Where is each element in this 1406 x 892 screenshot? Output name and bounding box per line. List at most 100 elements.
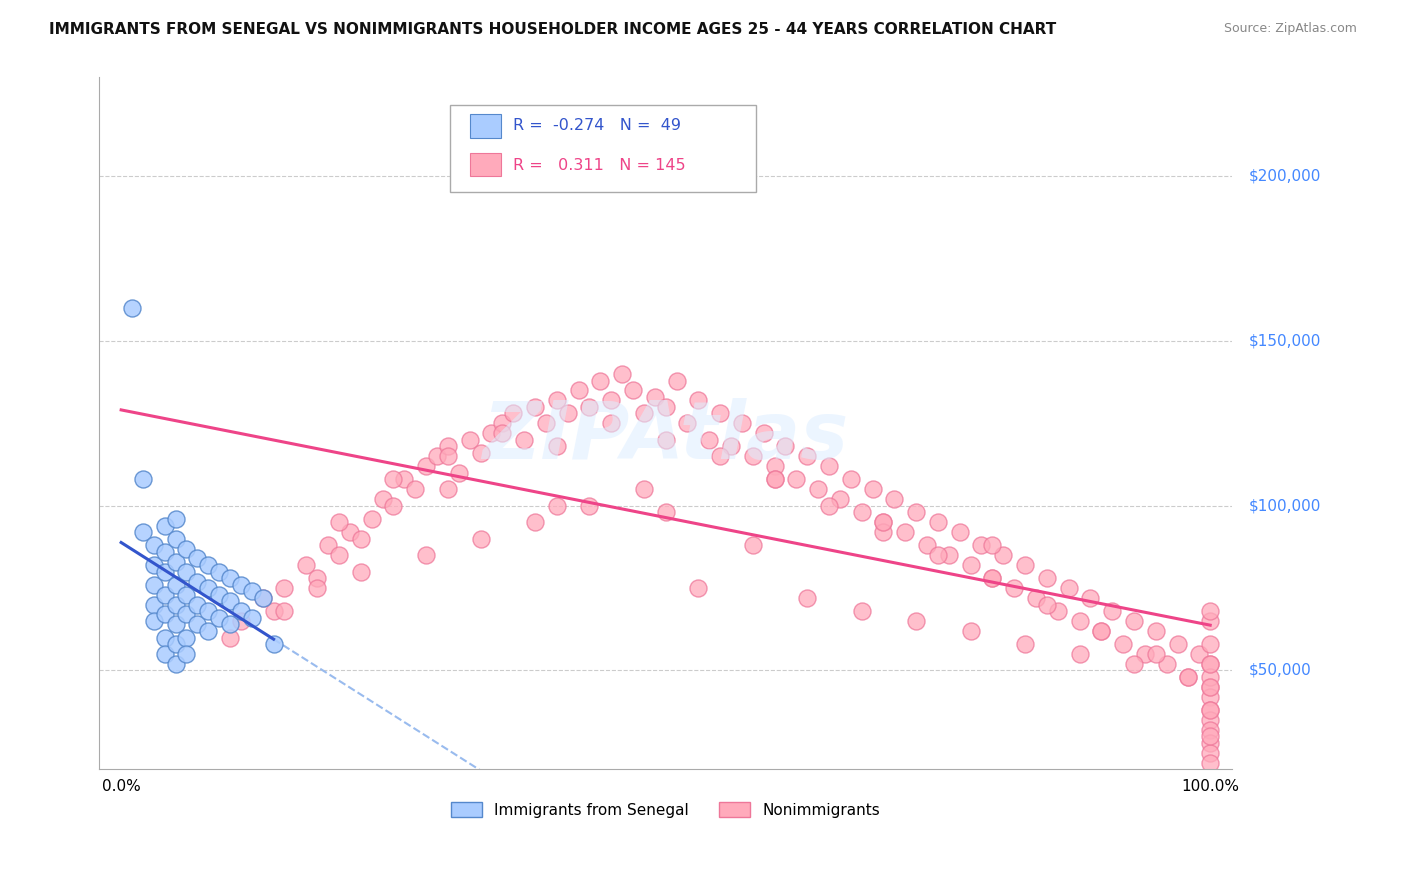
Point [1199, 730, 1222, 744]
Point [153, 565, 176, 579]
Point [1199, 637, 1222, 651]
Point [828, 492, 851, 507]
Point [676, 417, 699, 431]
Point [470, 532, 492, 546]
Point [1123, 657, 1146, 671]
Point [600, 417, 623, 431]
Point [981, 538, 1004, 552]
Point [1199, 723, 1222, 737]
Point [557, 407, 579, 421]
Point [1090, 624, 1112, 638]
Point [872, 515, 894, 529]
Point [165, 532, 187, 546]
Point [709, 407, 731, 421]
Point [1199, 703, 1222, 717]
Text: ZIPAtlas: ZIPAtlas [482, 398, 849, 476]
Point [360, 512, 382, 526]
Point [153, 607, 176, 622]
Text: IMMIGRANTS FROM SENEGAL VS NONIMMIGRANTS HOUSEHOLDER INCOME AGES 25 - 44 YEARS C: IMMIGRANTS FROM SENEGAL VS NONIMMIGRANTS… [49, 22, 1056, 37]
Point [796, 450, 818, 464]
Point [1199, 680, 1222, 694]
Point [654, 433, 676, 447]
Point [142, 538, 165, 552]
Point [273, 581, 295, 595]
Point [153, 518, 176, 533]
Point [949, 525, 972, 540]
Text: R =   0.311   N = 145: R = 0.311 N = 145 [513, 158, 685, 173]
Point [688, 581, 710, 595]
Point [165, 598, 187, 612]
Point [1133, 647, 1156, 661]
Text: $150,000: $150,000 [1249, 334, 1322, 349]
Point [807, 483, 830, 497]
Point [186, 574, 208, 589]
Point [927, 548, 949, 562]
Text: $100,000: $100,000 [1249, 499, 1322, 513]
Point [426, 450, 449, 464]
Point [688, 393, 710, 408]
Point [665, 374, 688, 388]
Point [567, 384, 589, 398]
Point [307, 571, 329, 585]
Point [709, 450, 731, 464]
Point [981, 571, 1004, 585]
Point [263, 604, 285, 618]
Point [371, 492, 394, 507]
Point [741, 450, 763, 464]
Point [1199, 713, 1222, 727]
Point [186, 551, 208, 566]
Point [197, 558, 219, 572]
Point [132, 472, 155, 486]
Point [339, 525, 361, 540]
Point [981, 571, 1004, 585]
Point [382, 472, 405, 486]
Point [546, 499, 568, 513]
Point [153, 545, 176, 559]
Point [491, 417, 513, 431]
Point [458, 433, 481, 447]
FancyBboxPatch shape [450, 105, 756, 192]
Point [307, 581, 329, 595]
FancyBboxPatch shape [470, 114, 502, 137]
Point [915, 538, 938, 552]
Point [1199, 657, 1222, 671]
Point [208, 611, 231, 625]
Point [546, 439, 568, 453]
Point [176, 588, 198, 602]
Point [1144, 624, 1167, 638]
Point [720, 439, 742, 453]
Point [993, 548, 1015, 562]
Point [219, 631, 242, 645]
Point [524, 400, 547, 414]
Point [883, 492, 905, 507]
Point [153, 631, 176, 645]
Point [197, 624, 219, 638]
Legend: Immigrants from Senegal, Nonimmigrants: Immigrants from Senegal, Nonimmigrants [446, 796, 886, 824]
Point [240, 611, 263, 625]
Point [1177, 670, 1199, 684]
Point [142, 598, 165, 612]
Text: Source: ZipAtlas.com: Source: ZipAtlas.com [1223, 22, 1357, 36]
Point [894, 525, 917, 540]
Point [437, 483, 460, 497]
Point [1199, 736, 1222, 750]
Point [1025, 591, 1047, 605]
Point [633, 407, 655, 421]
Point [165, 657, 187, 671]
Point [741, 538, 763, 552]
Point [905, 614, 928, 628]
Point [240, 584, 263, 599]
Point [176, 647, 198, 661]
Point [763, 472, 786, 486]
Point [1144, 647, 1167, 661]
Point [186, 617, 208, 632]
Point [610, 367, 633, 381]
Point [132, 525, 155, 540]
Point [1177, 670, 1199, 684]
Point [851, 604, 873, 618]
Point [970, 538, 993, 552]
Point [752, 426, 775, 441]
Point [1199, 746, 1222, 760]
Point [219, 617, 242, 632]
Point [1036, 571, 1059, 585]
